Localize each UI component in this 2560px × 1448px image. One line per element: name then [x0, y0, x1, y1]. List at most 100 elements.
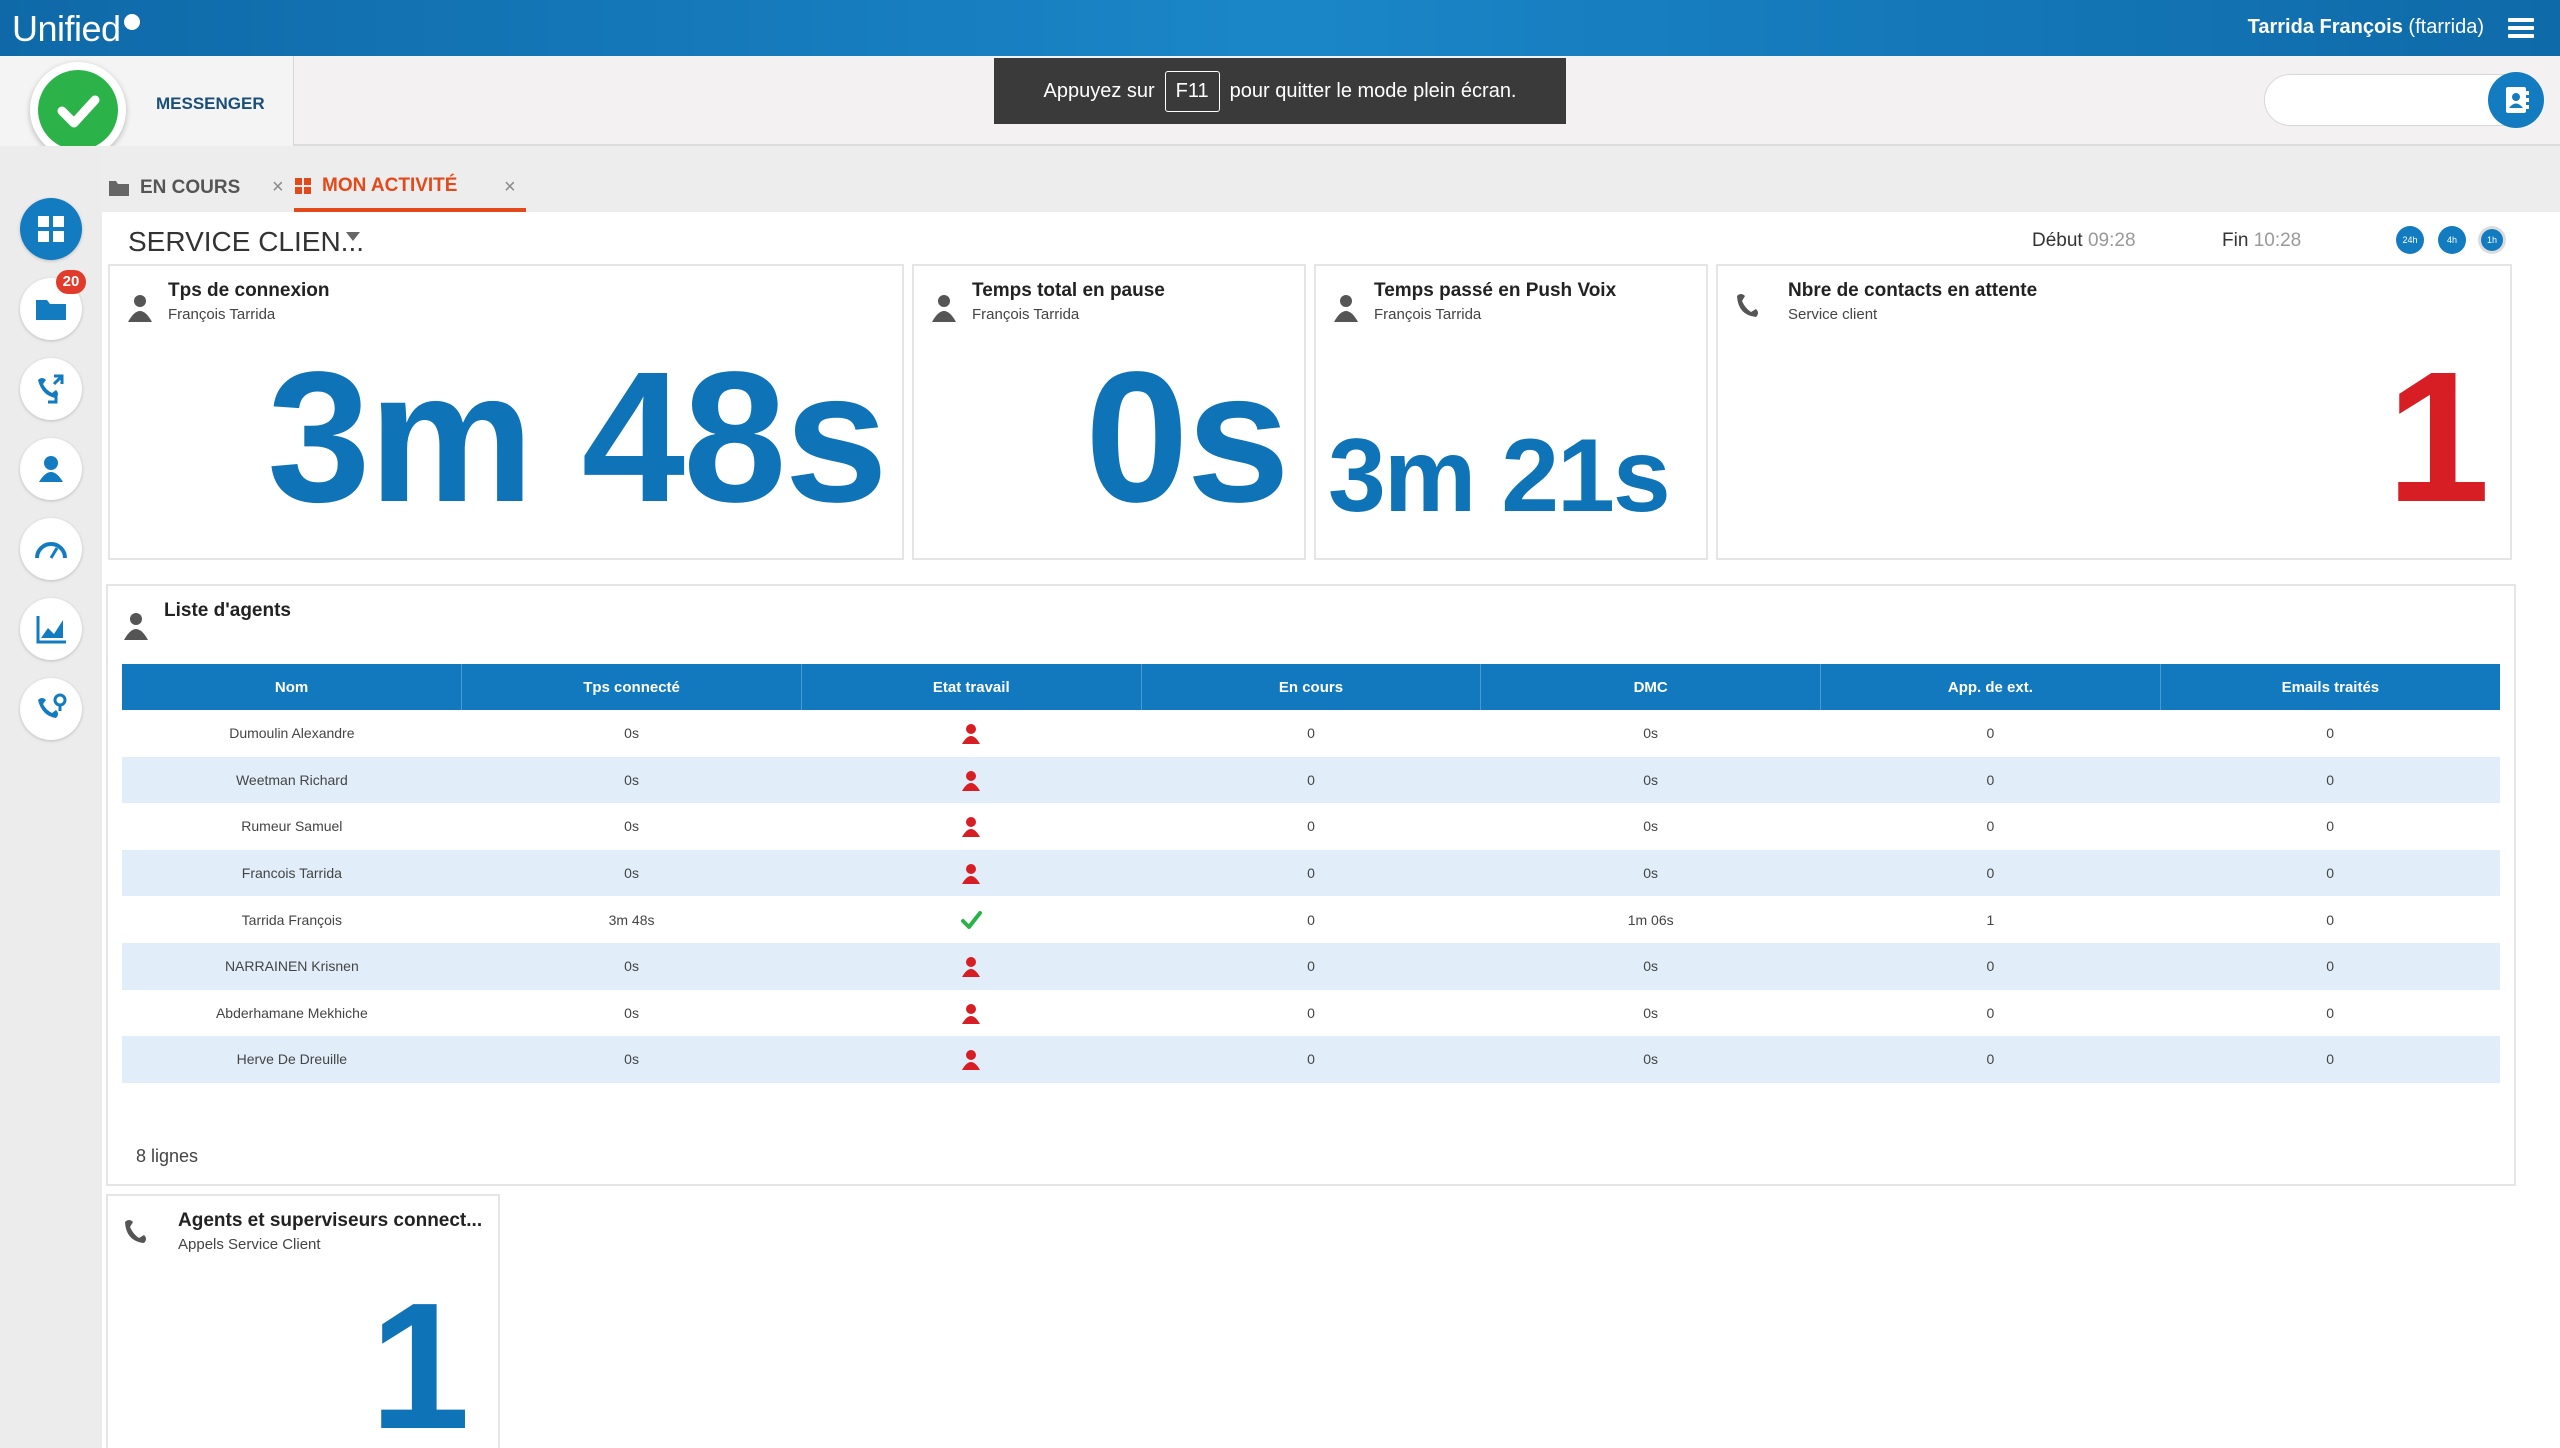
cell-emails: 0 — [2160, 756, 2500, 804]
address-book-icon — [2506, 87, 2529, 113]
cell-app: 0 — [1986, 1004, 1995, 1021]
user-icon — [39, 456, 63, 482]
menu-icon[interactable] — [2508, 18, 2534, 38]
tab-mon-activite[interactable]: MON ACTIVITÉ — [294, 164, 526, 212]
unavailable-user-icon — [962, 1003, 981, 1024]
cell-tps: 0s — [624, 1004, 639, 1021]
status-area: MESSENGER — [0, 56, 294, 158]
cell-tps: 3m 48s — [608, 911, 655, 928]
user-login: (ftarrida) — [2408, 16, 2484, 38]
sidebar-item-folder[interactable]: 20 — [20, 270, 86, 340]
cell-emails: 0 — [2326, 911, 2334, 928]
cell-en_cours: 0 — [1307, 818, 1315, 835]
chevron-down-icon[interactable] — [346, 232, 360, 241]
cell-app: 0 — [1820, 1036, 2161, 1083]
cell-app: 0 — [1820, 756, 2161, 804]
service-selector[interactable]: SERVICE CLIEN... — [128, 226, 365, 257]
debut-label: Début — [2032, 230, 2083, 251]
cell-tps: 0s — [461, 756, 802, 804]
fullscreen-notice: Appuyez sur F11 pour quitter le mode ple… — [994, 58, 1566, 124]
table-row[interactable]: Francois Tarrida 0s 0 0s 0 0 — [122, 849, 2500, 897]
card-connexion: Tps de connexion François Tarrida 3m 48s — [108, 264, 904, 560]
lines-count: 8 lignes — [136, 1146, 199, 1166]
cell-en_cours: 0 — [1307, 725, 1315, 742]
cell-en_cours: 0 — [1141, 849, 1481, 897]
folder-icon — [36, 300, 66, 320]
cell-tps: 0s — [461, 849, 802, 897]
user-icon — [124, 613, 148, 640]
card-push-voix: Temps passé en Push Voix François Tarrid… — [1314, 264, 1708, 560]
cell-emails: 0 — [2326, 725, 2334, 742]
sidebar-item-user[interactable] — [20, 438, 82, 500]
sidebar-item-chart[interactable] — [20, 598, 82, 660]
current-user[interactable]: Tarrida François (ftarrida) — [2248, 16, 2484, 39]
unavailable-user-icon — [962, 864, 981, 885]
cell-dmc: 0s — [1643, 725, 1659, 742]
cell-emails: 0 — [2160, 1036, 2500, 1083]
card-push-title: Temps passé en Push Voix — [1374, 280, 1617, 301]
card-contacts-attente: Nbre de contacts en attente Service clie… — [1716, 264, 2512, 560]
cell-app: 0 — [1820, 942, 2161, 990]
cell-dmc: 0s — [1480, 1036, 1821, 1083]
cell-emails: 0 — [2160, 942, 2500, 990]
cell-nom: Tarrida François — [241, 911, 343, 928]
close-tab-en-cours-icon[interactable]: × — [272, 176, 284, 198]
cell-nom: Dumoulin Alexandre — [229, 725, 355, 742]
fullscreen-key: F11 — [1164, 70, 1220, 112]
fullscreen-notice-before: Appuyez sur — [1043, 79, 1155, 102]
work-state-cell — [801, 896, 1141, 943]
fullscreen-notice-after: pour quitter le mode plein écran. — [1229, 79, 1517, 102]
unavailable-user-icon — [962, 817, 981, 838]
cell-nom: Abderhamane Mekhiche — [215, 1004, 368, 1021]
sidebar-item-transfer[interactable] — [20, 358, 82, 420]
fin-value: 10:28 — [2253, 230, 2302, 251]
work-state-cell — [801, 710, 1141, 757]
column-header[interactable]: Nom — [122, 664, 463, 710]
sidebar-item-speedometer[interactable] — [20, 518, 82, 580]
cell-dmc: 0s — [1480, 756, 1821, 804]
available-check-icon — [961, 910, 983, 929]
cell-en_cours: 0 — [1141, 942, 1481, 990]
sidebar-item-phone-network[interactable] — [20, 678, 82, 740]
agents-list-card: Liste d'agents Nom Tps connecté Etat tra… — [106, 584, 2516, 1186]
contacts-button[interactable] — [2488, 72, 2544, 128]
sidebar: 20 — [0, 146, 102, 1448]
column-header[interactable]: Tps connecté — [461, 664, 802, 710]
unavailable-user-icon — [962, 770, 981, 791]
table-row[interactable]: Herve De Dreuille 0s 0 0s 0 0 — [122, 1036, 2500, 1083]
table-row[interactable]: Rumeur Samuel 0s 0 0s 0 0 — [122, 803, 2500, 850]
dashboard-icon — [38, 216, 64, 242]
cell-dmc: 1m 06s — [1627, 911, 1674, 928]
user-icon — [932, 295, 956, 322]
user-icon — [128, 295, 152, 322]
table-row[interactable]: NARRAINEN Krisnen 0s 0 0s 0 0 — [122, 942, 2500, 990]
dashboard-icon — [295, 178, 311, 194]
work-state-cell — [801, 942, 1142, 990]
card-attente-sub: Service client — [1788, 306, 1878, 323]
table-row[interactable]: Dumoulin Alexandre 0s 0 0s 0 0 — [122, 710, 2500, 757]
tab-en-cours[interactable]: EN COURS — [108, 164, 288, 212]
table-row[interactable]: Abderhamane Mekhiche 0s 0 0s 0 0 — [122, 990, 2500, 1037]
table-row[interactable]: Tarrida François 3m 48s 0 1m 06s 1 0 — [122, 896, 2500, 943]
tab-en-cours-label: EN COURS — [140, 177, 241, 198]
messenger-label[interactable]: MESSENGER — [156, 94, 265, 113]
close-tab-mon-activite-icon[interactable]: × — [504, 176, 516, 198]
table-row[interactable]: Weetman Richard 0s 0 0s 0 0 — [122, 756, 2500, 804]
column-header[interactable]: DMC — [1480, 664, 1822, 710]
cell-emails: 0 — [2326, 818, 2334, 835]
user-name: Tarrida François — [2247, 16, 2403, 38]
cell-tps: 0s — [624, 725, 639, 742]
sidebar-item-dashboard[interactable] — [20, 198, 82, 260]
range-24h-button[interactable]: 24h — [2396, 226, 2424, 254]
card-attente-value: 1 — [2386, 334, 2490, 541]
status-ok-button[interactable] — [30, 62, 126, 158]
column-header[interactable]: Emails traités — [2160, 664, 2500, 710]
column-header[interactable]: En cours — [1141, 664, 1482, 710]
column-header[interactable]: App. de ext. — [1820, 664, 2161, 710]
column-header[interactable]: Etat travail — [801, 664, 1142, 710]
tab-mon-activite-label: MON ACTIVITÉ — [322, 175, 458, 196]
cell-nom: Herve De Dreuille — [122, 1036, 462, 1083]
range-4h-button[interactable]: 4h — [2438, 226, 2466, 254]
range-1h-button[interactable]: 1h — [2478, 226, 2506, 254]
phone-icon — [125, 1220, 146, 1243]
